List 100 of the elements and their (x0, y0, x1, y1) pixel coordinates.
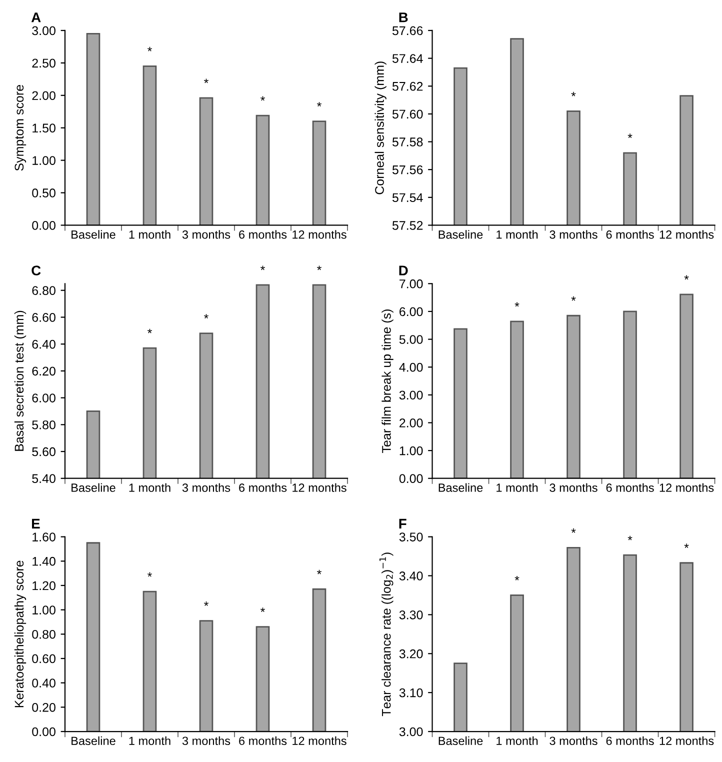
annotation: * (260, 96, 265, 101)
x-tick-label: 12 months (292, 483, 346, 492)
annotation: * (628, 134, 632, 138)
x-tick-label: 6 months (606, 230, 654, 239)
y-tick-label: 5.60 (32, 447, 56, 456)
annotation: * (148, 328, 152, 334)
x-tick-label: 1 month (496, 230, 538, 239)
chart-title: A (31, 12, 41, 22)
y-tick-label: 1.40 (32, 556, 56, 566)
x-tick-label: 6 months (239, 736, 287, 746)
y-tick-label: 5.40 (32, 474, 56, 484)
y-axis-title: Tear clearance rate ((log$_{2}$)$^{−1}$) (379, 552, 394, 716)
y-axis-title: Keratoepitheliopathy score (14, 560, 26, 708)
annotation: * (317, 570, 322, 574)
y-axis-title: Symptom score (14, 84, 26, 171)
bar (199, 97, 214, 226)
y-tick-label: 0.00 (32, 727, 56, 736)
x-tick-label: Baseline (72, 736, 116, 746)
bar (566, 314, 580, 478)
y-tick-label: 0.20 (32, 702, 56, 712)
y-tick-label: 6.00 (32, 394, 56, 402)
y-tick-label: 1.60 (32, 532, 56, 542)
annotation: * (514, 302, 520, 307)
x-tick-label: 3 months (182, 736, 230, 746)
annotation: * (571, 528, 576, 533)
bar (142, 590, 157, 732)
annotation: * (204, 314, 208, 318)
y-tick-label: 3.30 (399, 610, 423, 620)
x-tick-label: Baseline (72, 483, 116, 492)
x-tick-label: Baseline (438, 230, 483, 239)
y-tick-label: 0.00 (399, 474, 423, 484)
bar (86, 542, 100, 732)
bar (256, 114, 270, 226)
x-tick-label: Baseline (438, 736, 483, 746)
y-tick-label: 6.20 (32, 366, 56, 376)
x-tick-label: 6 months (606, 736, 654, 746)
annotation: * (260, 608, 265, 612)
y-axis-title: Corneal sensitivity (mm) (374, 62, 386, 194)
chart-title: E (32, 518, 40, 528)
y-tick-label: 57.52 (392, 221, 423, 230)
y-tick-label: 57.64 (392, 54, 423, 63)
y-tick-label: 0.40 (32, 678, 56, 688)
annotation: * (317, 102, 322, 106)
y-axis-title: Basal secretion test (mm) (14, 310, 26, 451)
y-tick-label: 0.00 (32, 221, 56, 230)
chart-title: F (399, 518, 406, 528)
chart-title: C (32, 266, 41, 276)
bar (454, 328, 468, 478)
y-tick-label: 6.00 (400, 307, 423, 316)
x-tick-label: Baseline (438, 483, 483, 492)
y-tick-label: 1.00 (32, 156, 56, 165)
annotation: * (571, 92, 576, 96)
x-tick-label: Baseline (72, 230, 116, 239)
x-tick-label: 3 months (182, 230, 230, 239)
x-tick-label: 1 month (496, 483, 538, 492)
annotation: * (628, 536, 632, 540)
x-tick-label: 12 months (660, 230, 714, 239)
y-tick-label: 3.40 (399, 572, 423, 580)
y-tick-label: 5.80 (32, 420, 56, 430)
annotation: * (148, 572, 152, 577)
bar (680, 294, 694, 478)
y-tick-label: 3.20 (399, 649, 423, 658)
x-tick-label: 1 month (129, 230, 170, 239)
y-tick-label: 6.60 (32, 313, 56, 322)
y-tick-label: 57.54 (392, 193, 423, 202)
y-tick-label: 57.56 (392, 165, 423, 174)
y-tick-label: 57.66 (392, 26, 423, 36)
bar (86, 33, 100, 226)
y-tick-label: 6.80 (32, 286, 56, 295)
annotation: * (148, 46, 152, 52)
x-tick-label: 12 months (660, 736, 714, 746)
bar (623, 310, 637, 478)
x-tick-label: 3 months (550, 736, 598, 746)
chart-title: D (399, 266, 408, 276)
x-tick-label: 6 months (239, 230, 287, 239)
annotation: * (684, 275, 689, 280)
x-tick-label: 12 months (292, 230, 346, 239)
y-tick-label: 3.50 (399, 532, 423, 542)
x-tick-label: 6 months (239, 483, 287, 492)
y-tick-label: 1.00 (400, 446, 423, 456)
bar (510, 320, 524, 478)
y-tick-label: 3.00 (399, 727, 423, 736)
y-tick-label: 3.00 (32, 26, 56, 36)
x-tick-label: 1 month (129, 483, 170, 492)
annotation: * (571, 296, 576, 301)
y-tick-label: 7.00 (400, 279, 423, 288)
x-tick-label: 1 month (129, 736, 170, 746)
y-tick-label: 2.50 (32, 58, 56, 68)
y-tick-label: 2.00 (400, 418, 423, 428)
y-tick-label: 1.50 (32, 124, 56, 132)
y-tick-label: 57.60 (392, 110, 423, 119)
y-tick-label: 0.60 (32, 654, 56, 664)
y-tick-label: 0.50 (32, 188, 56, 198)
y-tick-label: 4.00 (399, 362, 423, 372)
x-tick-label: 3 months (550, 230, 598, 239)
y-tick-label: 1.00 (32, 606, 56, 614)
x-tick-label: 12 months (292, 736, 346, 746)
bar (312, 588, 326, 732)
annotation: * (204, 602, 208, 606)
x-tick-label: 1 month (496, 736, 538, 746)
